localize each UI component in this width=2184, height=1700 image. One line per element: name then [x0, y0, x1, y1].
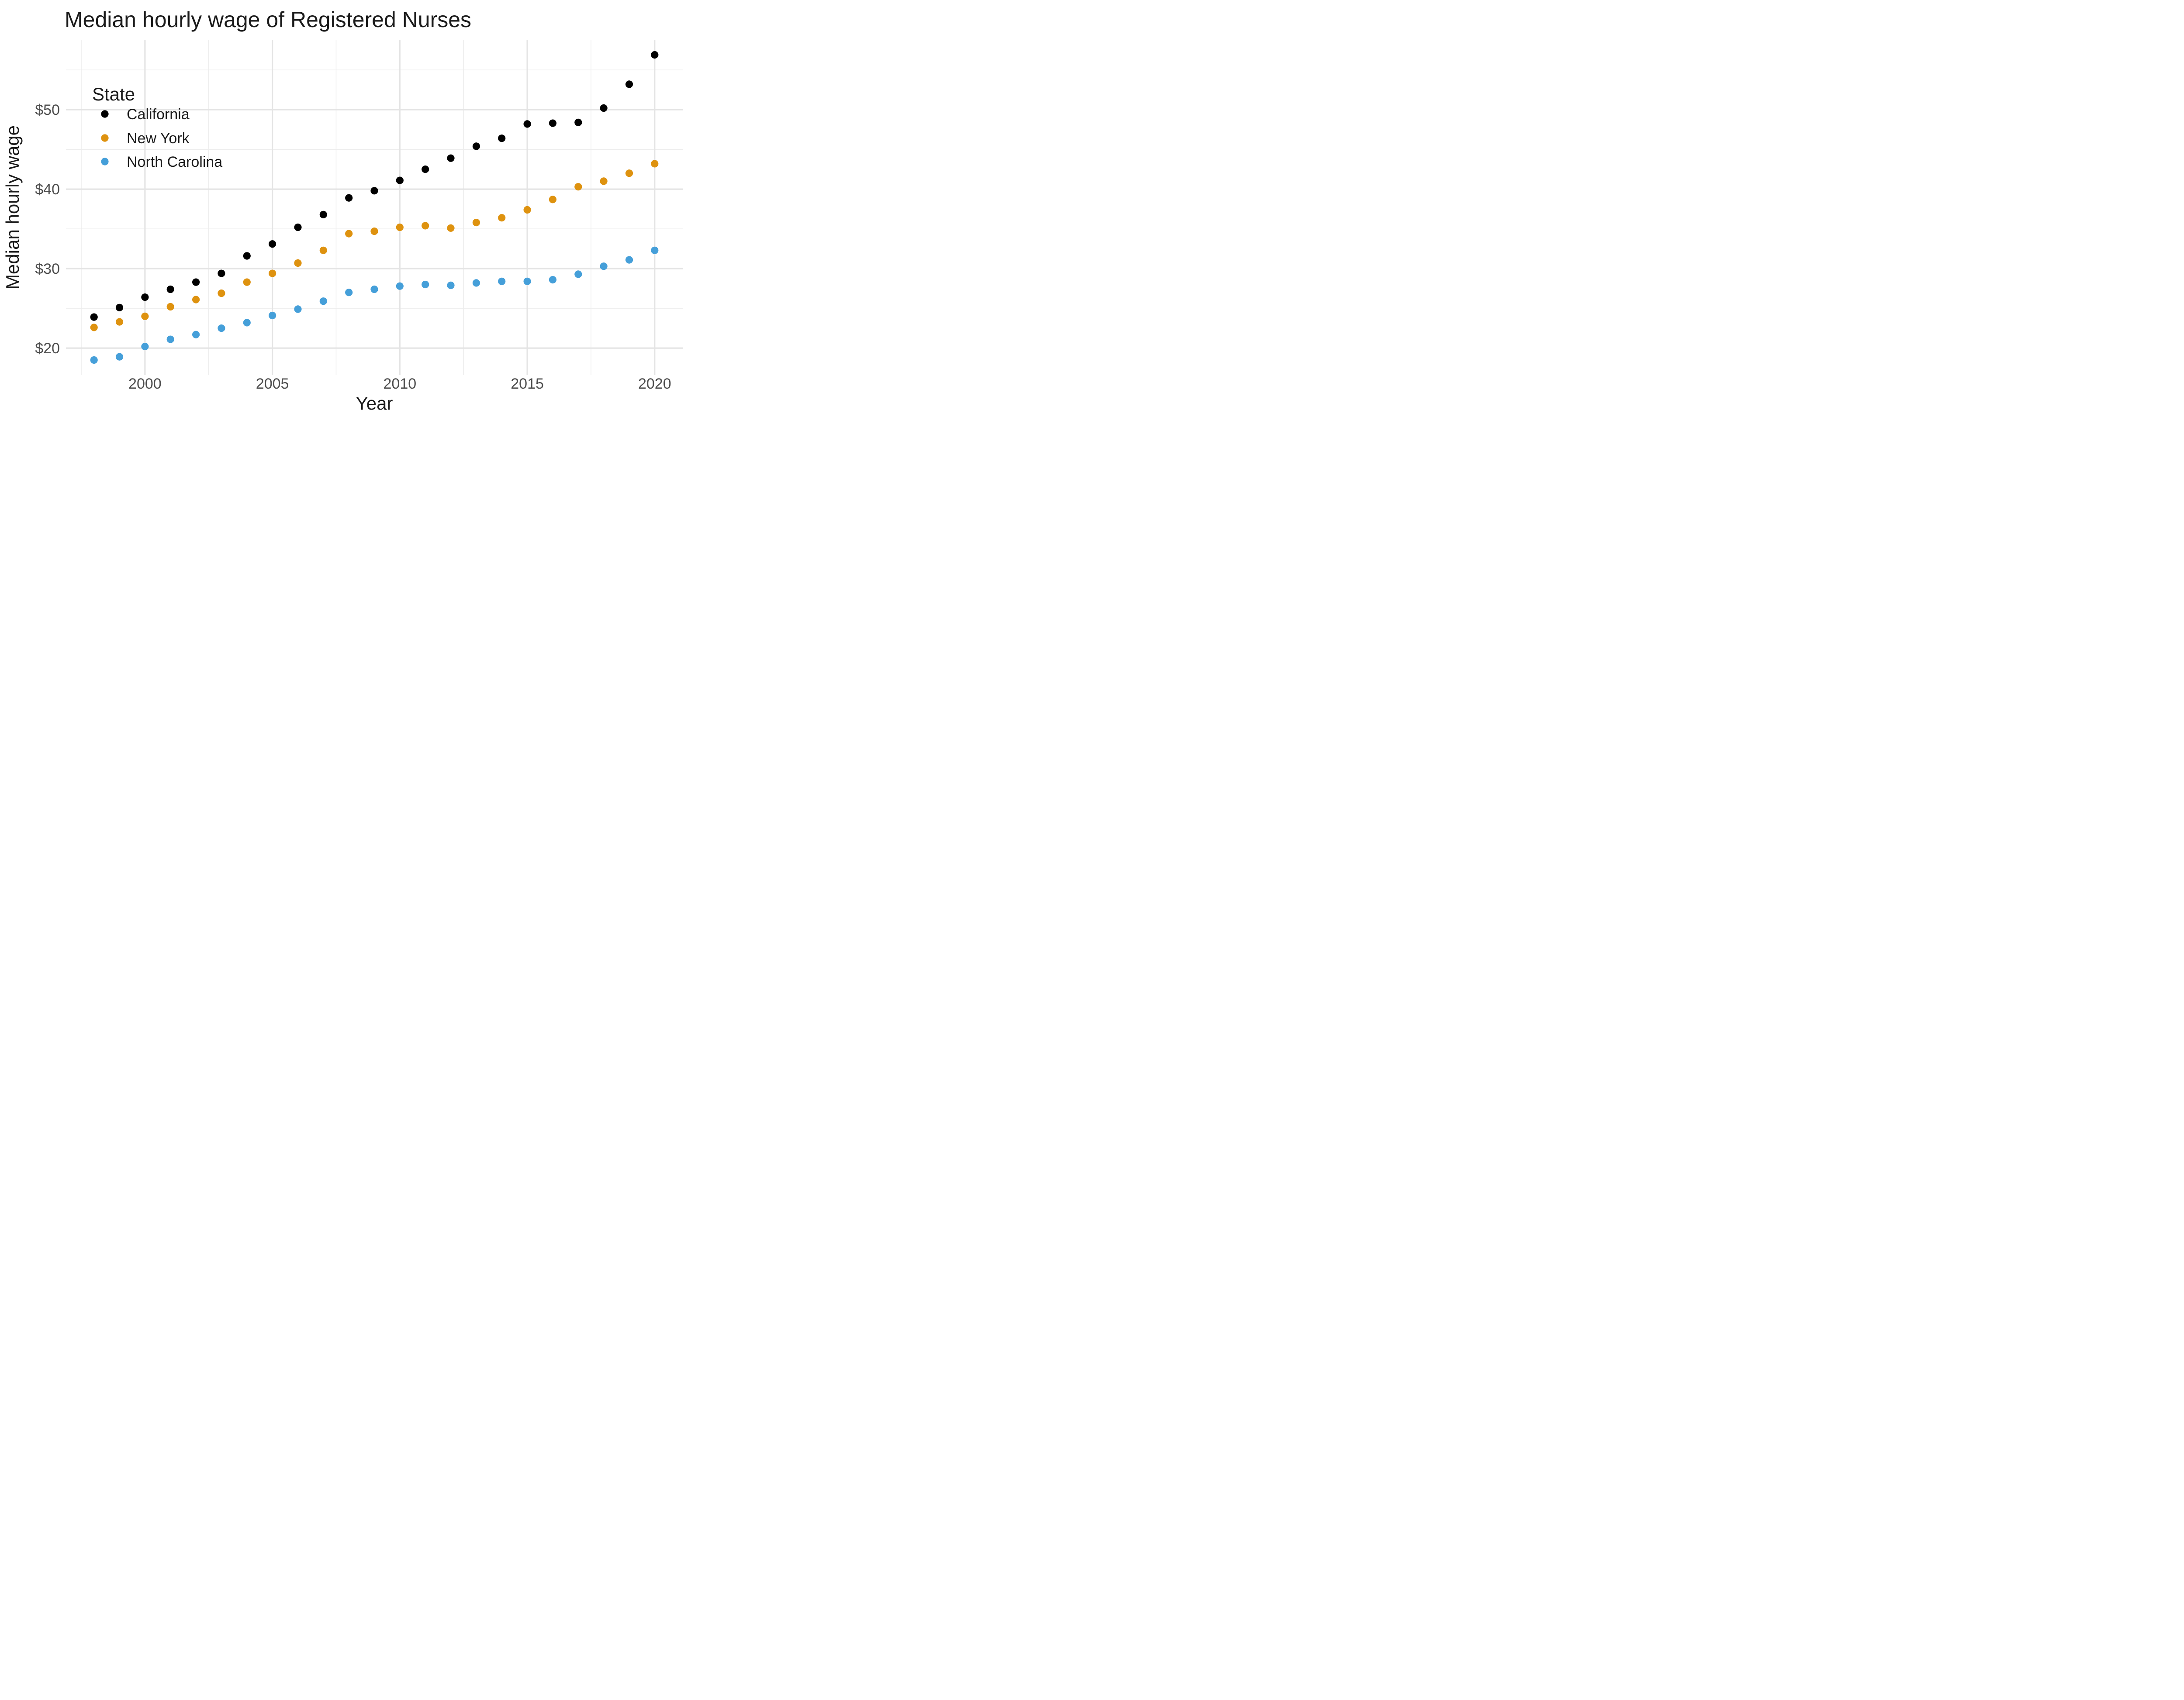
point-california-2006 [294, 223, 302, 231]
x-tick-label: 2005 [256, 376, 289, 392]
point-north-carolina-2010 [396, 282, 404, 290]
point-north-carolina-2001 [166, 335, 174, 343]
point-california-2015 [523, 120, 531, 128]
point-california-2020 [651, 51, 659, 59]
legend-label-new-york: New York [127, 130, 190, 147]
point-north-carolina-2004 [243, 319, 251, 327]
point-california-2000 [141, 293, 149, 301]
point-new-york-2010 [396, 223, 404, 231]
point-north-carolina-2016 [549, 276, 556, 284]
y-tick-label: $50 [35, 102, 60, 118]
point-new-york-2008 [345, 230, 353, 238]
point-north-carolina-2020 [651, 246, 659, 254]
point-north-carolina-2011 [422, 280, 429, 289]
point-north-carolina-2018 [600, 262, 608, 270]
point-california-2017 [574, 118, 582, 126]
point-north-carolina-1999 [115, 353, 124, 361]
legend-key-new-york [101, 134, 109, 142]
point-california-2003 [218, 269, 225, 277]
x-tick-label: 2020 [638, 376, 671, 392]
chart-page: Median hourly wage of Registered Nurses … [0, 0, 688, 425]
point-new-york-2001 [166, 303, 174, 311]
point-new-york-2016 [549, 196, 556, 203]
y-tick-label: $20 [35, 340, 60, 357]
point-california-2008 [345, 194, 353, 202]
point-california-2012 [447, 154, 455, 162]
point-north-carolina-2003 [218, 324, 225, 332]
point-california-2016 [549, 119, 556, 127]
point-north-carolina-2006 [294, 305, 302, 313]
legend-label-north-carolina: North Carolina [127, 154, 222, 170]
y-tick-label: $40 [35, 181, 60, 198]
point-california-1999 [115, 303, 124, 311]
y-axis-title: Median hourly wage [2, 125, 23, 290]
point-new-york-2004 [243, 278, 251, 286]
point-north-carolina-2014 [498, 277, 506, 285]
scatter-plot: 2000 2005 2010 2015 2020 $20 $30 $40 $50 Year Medi… [2, 40, 683, 414]
y-tick-label: $30 [35, 261, 60, 277]
point-new-york-2003 [218, 289, 225, 297]
legend-key-north-carolina [101, 158, 109, 166]
point-california-2009 [370, 187, 378, 195]
point-california-2010 [396, 176, 404, 184]
point-north-carolina-2009 [370, 285, 378, 293]
point-california-2013 [472, 142, 480, 150]
point-north-carolina-2015 [523, 277, 531, 285]
x-tick-label: 2000 [128, 376, 162, 392]
point-california-2004 [243, 252, 251, 260]
point-new-york-2011 [422, 222, 429, 230]
point-new-york-1998 [90, 324, 98, 331]
point-california-2002 [192, 278, 200, 286]
point-north-carolina-2012 [447, 281, 455, 290]
point-new-york-2015 [523, 206, 531, 214]
point-california-1998 [90, 313, 98, 321]
legend-title: State [92, 84, 135, 104]
x-tick-label: 2015 [511, 376, 544, 392]
point-new-york-2020 [651, 160, 659, 168]
legend-label-california: California [127, 106, 190, 123]
point-north-carolina-2013 [472, 279, 480, 287]
point-new-york-2019 [625, 169, 633, 177]
point-new-york-2007 [319, 246, 327, 254]
x-tick-label: 2010 [384, 376, 417, 392]
point-north-carolina-1998 [90, 356, 98, 364]
point-new-york-2018 [600, 177, 608, 185]
point-new-york-2013 [472, 219, 480, 227]
point-new-york-2002 [192, 296, 200, 303]
point-north-carolina-2017 [574, 270, 582, 278]
point-north-carolina-2000 [141, 342, 149, 351]
legend-key-california [101, 110, 109, 118]
point-california-2005 [269, 240, 276, 248]
point-north-carolina-2005 [269, 311, 276, 320]
point-new-york-2017 [574, 183, 582, 191]
point-california-2011 [422, 166, 429, 173]
chart-title: Median hourly wage of Registered Nurses [65, 7, 472, 32]
point-new-york-2000 [141, 312, 149, 320]
point-california-2014 [498, 134, 506, 142]
point-north-carolina-2007 [319, 297, 327, 305]
point-north-carolina-2008 [345, 289, 353, 297]
point-new-york-2009 [370, 228, 378, 235]
point-new-york-1999 [115, 318, 124, 326]
x-axis-title: Year [356, 393, 393, 414]
point-new-york-2012 [447, 224, 455, 232]
point-california-2019 [625, 80, 633, 88]
point-north-carolina-2002 [192, 331, 200, 338]
point-california-2001 [166, 285, 174, 293]
point-california-2007 [319, 210, 327, 218]
point-new-york-2005 [269, 269, 276, 277]
point-new-york-2006 [294, 259, 302, 267]
point-california-2018 [600, 104, 608, 112]
point-new-york-2014 [498, 214, 506, 222]
point-north-carolina-2019 [625, 256, 633, 264]
